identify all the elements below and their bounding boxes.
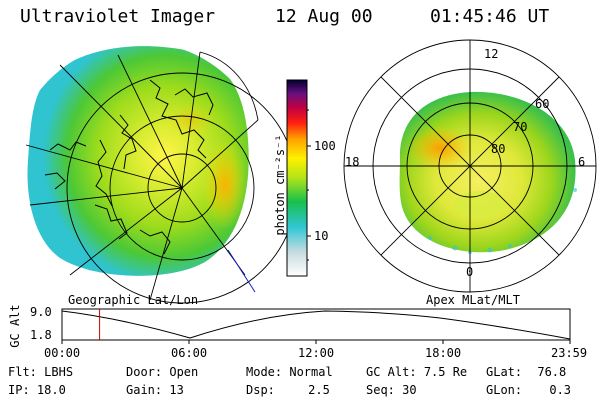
right-aurora-bright-spot	[408, 126, 472, 170]
param-ip: IP: 18.0	[8, 383, 66, 397]
altitude-curve	[61, 310, 571, 340]
param-gc-alt: GC Alt: 7.5 Re	[366, 365, 468, 379]
param-glat: GLat: 76.8	[486, 365, 567, 379]
mlt-label-0: 0	[466, 265, 474, 279]
coastline	[44, 79, 214, 255]
right-aurora-image	[399, 91, 576, 253]
param-gain: Gain: 13	[126, 383, 184, 397]
sun-direction-line	[227, 249, 256, 293]
colorbar-tick-100: 100	[314, 139, 336, 153]
left-aurora-bright-spot	[203, 140, 247, 230]
altitude-ytick-high: 9.0	[30, 305, 52, 319]
mlt-label-6: 6	[578, 155, 586, 169]
param-door: Door: Open	[126, 365, 199, 379]
mlat-label-70: 70	[513, 120, 528, 134]
colorbar-gradient	[286, 79, 308, 277]
altitude-ytick-low: 1.8	[30, 328, 52, 342]
apex-polar-plot	[343, 39, 597, 293]
param-seq: Seq: 30	[366, 383, 417, 397]
mlat-label-80: 80	[491, 142, 506, 156]
colorbar-tick-10: 10	[314, 229, 329, 243]
altitude-plot	[61, 308, 571, 344]
instrument-title: Ultraviolet Imager	[20, 6, 216, 27]
mlt-label-18: 18	[345, 155, 360, 169]
time-label: 01:45:46 UT	[430, 6, 550, 27]
left-grid	[25, 51, 298, 304]
date-label: 12 Aug 00	[275, 6, 373, 27]
colorbar	[286, 79, 311, 277]
geographic-map	[25, 46, 298, 304]
param-glon: GLon: 0.3	[486, 383, 572, 397]
altitude-xtick: 00:00	[44, 346, 81, 360]
param-filter: Flt: LBHS	[8, 365, 74, 379]
altitude-xtick: 12:00	[298, 346, 335, 360]
altitude-xtick: 23:59	[551, 346, 588, 360]
altitude-xtick: 18:00	[425, 346, 462, 360]
right-aurora-dim-region	[454, 191, 506, 219]
altitude-xtick: 06:00	[171, 346, 208, 360]
param-mode: Mode: Normal	[246, 365, 333, 379]
left-panel-caption: Geographic Lat/Lon	[68, 293, 199, 307]
colorbar-unit-label: photon cm⁻²s⁻¹	[273, 134, 287, 236]
mlt-label-12: 12	[484, 47, 499, 61]
param-dsp: Dsp: 2.5	[246, 383, 330, 397]
left-aurora-bright-spot	[165, 102, 215, 138]
right-panel-caption: Apex MLat/MLT	[426, 293, 520, 307]
altitude-ylabel: GC Alt	[8, 304, 22, 348]
mlat-label-60: 60	[535, 97, 550, 111]
